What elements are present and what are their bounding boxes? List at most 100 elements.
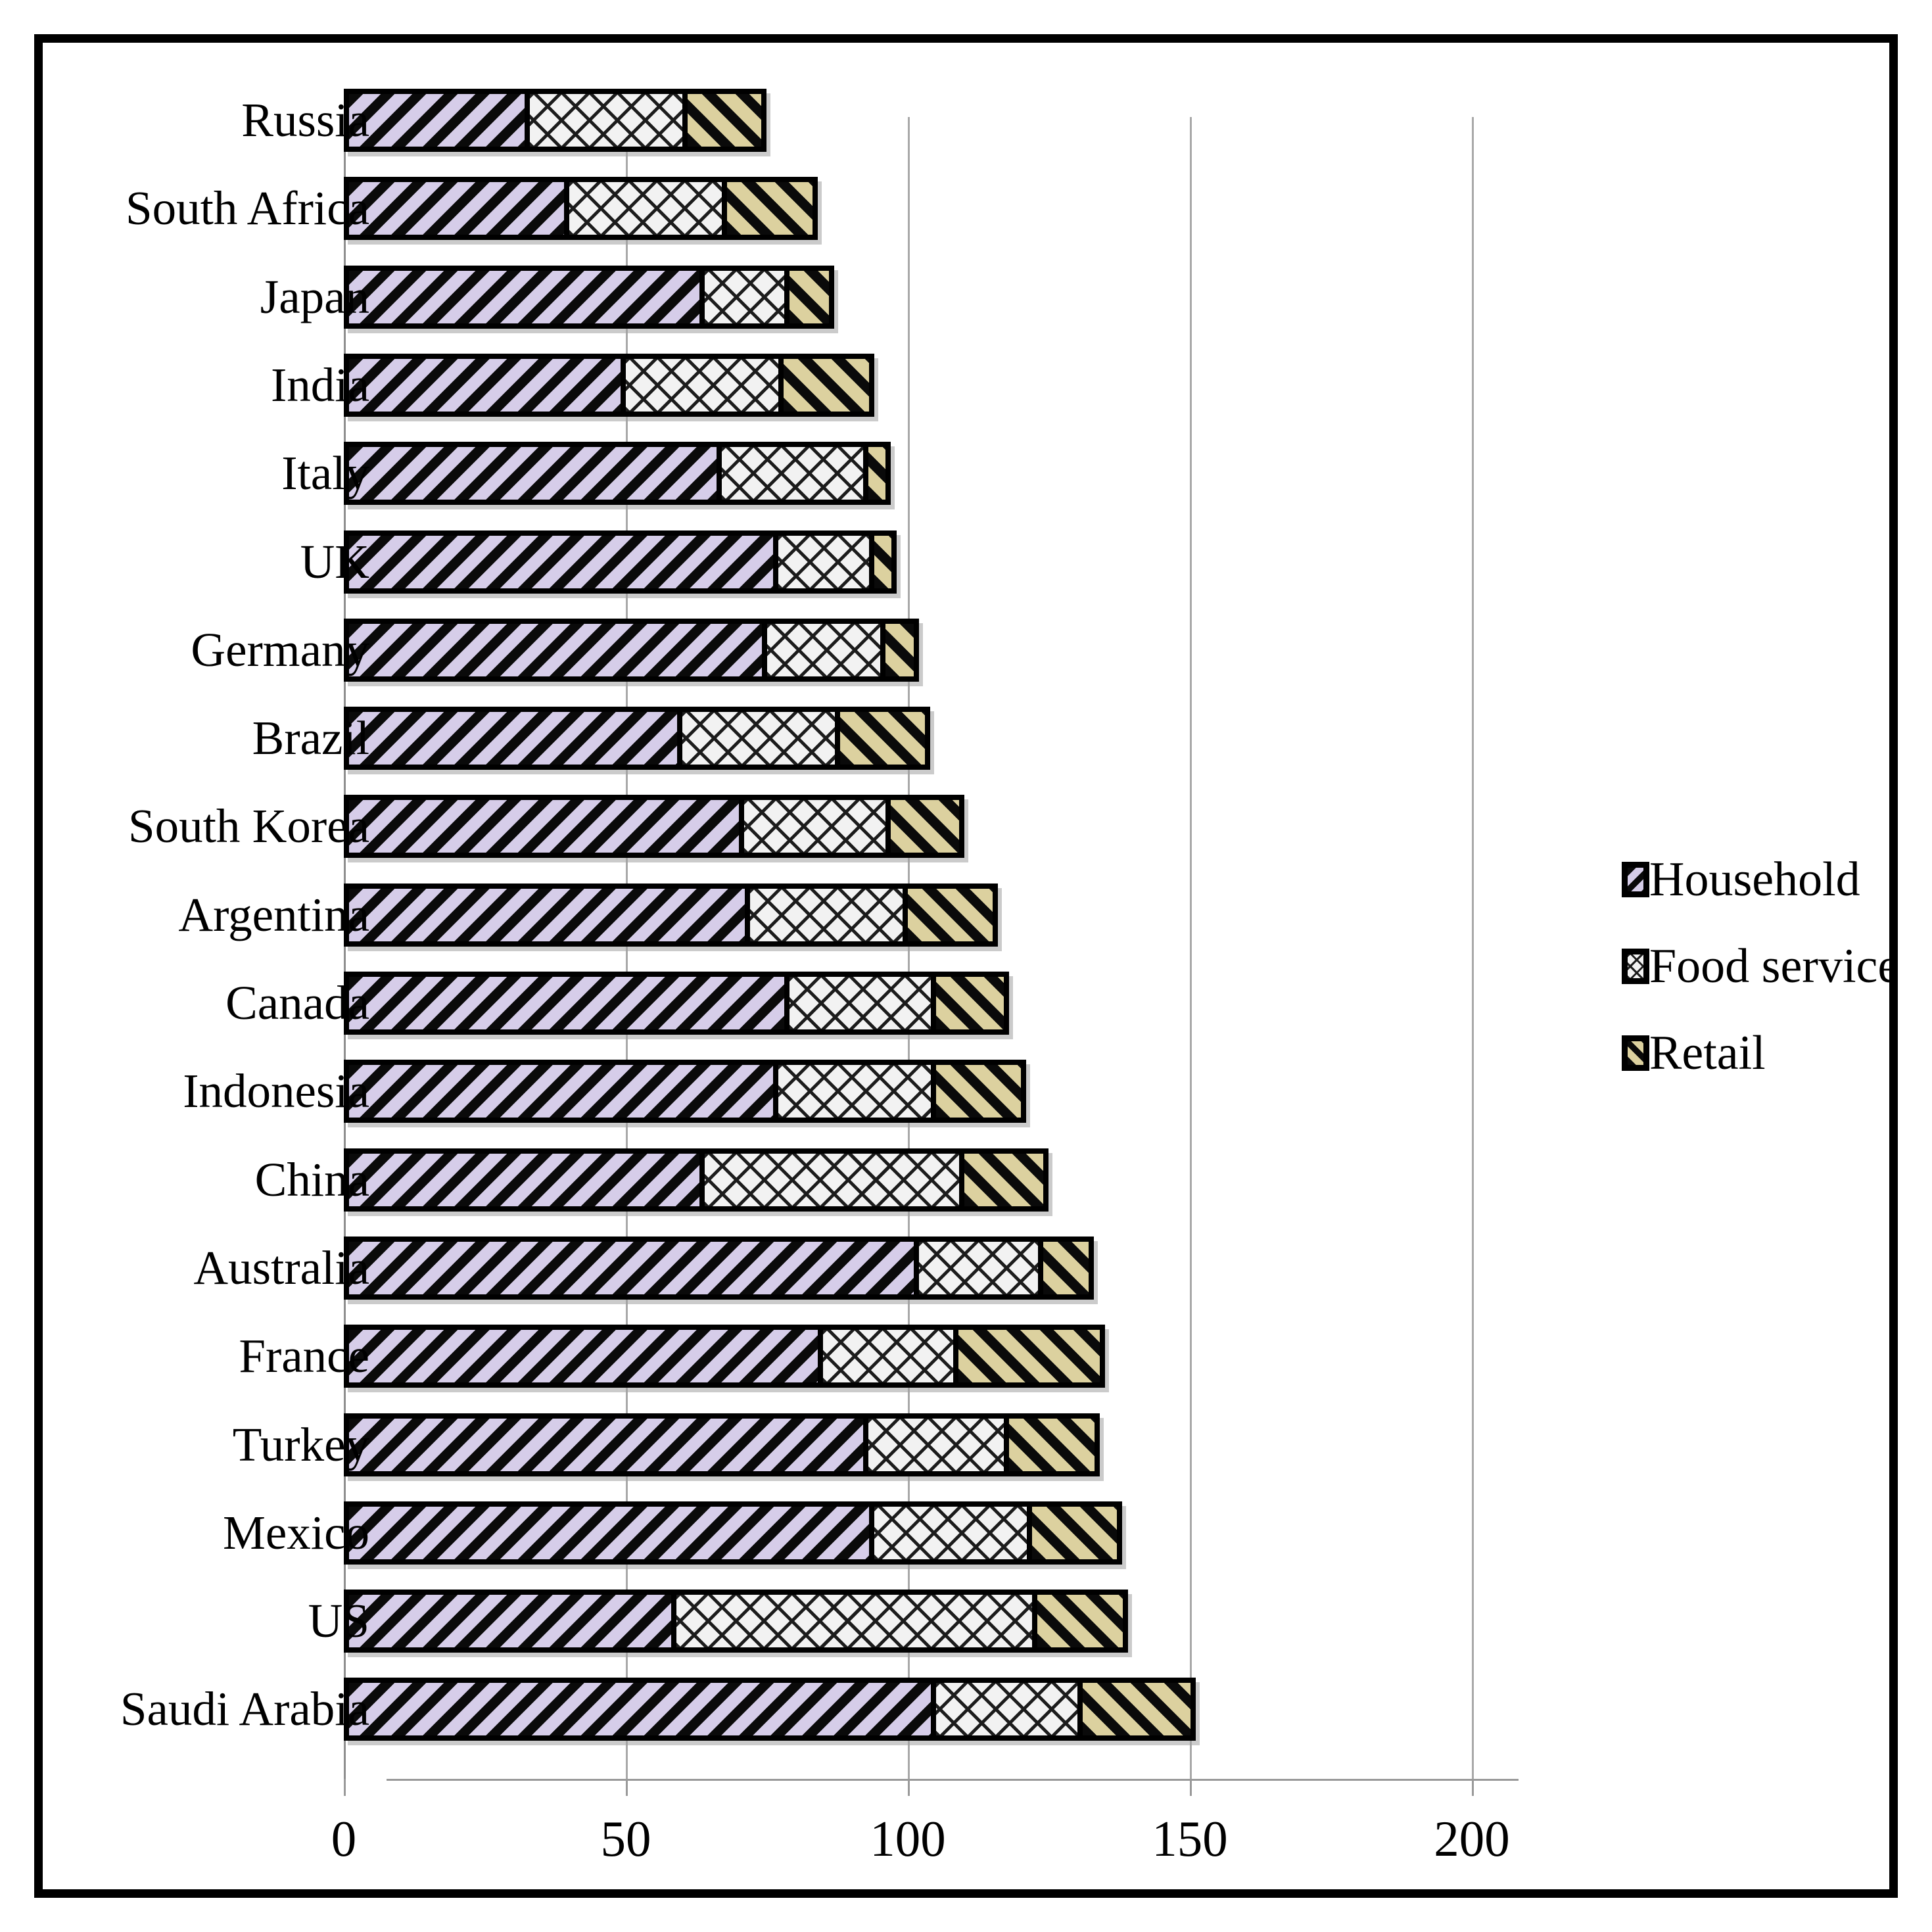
segment-household (344, 177, 570, 241)
segment-household (344, 883, 750, 947)
segment-food-service (525, 89, 688, 152)
legend-label: Food service (1649, 939, 1900, 993)
bar-germany (344, 618, 920, 682)
category-label-germany: Germany (191, 623, 369, 676)
segment-food-service (772, 1060, 936, 1123)
segment-retail (778, 353, 874, 417)
segment-household (344, 1060, 778, 1123)
bar-japan (344, 265, 835, 329)
bar-france (344, 1325, 1106, 1388)
category-label-russia: Russia (241, 93, 369, 147)
category-label-japan: Japan (260, 270, 369, 323)
gridline-150 (1190, 117, 1192, 1779)
segment-retail (784, 265, 835, 329)
category-label-india: India (271, 358, 369, 412)
category-label-south-korea: South Korea (128, 799, 369, 853)
segment-household (344, 1236, 920, 1300)
category-label-argentina: Argentina (178, 887, 369, 941)
x-tick-label-200: 200 (1434, 1810, 1510, 1867)
category-label-us: US (308, 1594, 369, 1648)
segment-retail (880, 618, 920, 682)
segment-retail (835, 707, 931, 770)
gridline-0 (344, 117, 346, 1779)
bar-china (344, 1148, 1049, 1212)
bar-russia (344, 89, 767, 152)
bar-italy (344, 442, 891, 506)
segment-retail (1026, 1501, 1123, 1565)
segment-food-service (699, 265, 789, 329)
category-label-indonesia: Indonesia (183, 1064, 369, 1118)
category-label-canada: Canada (225, 976, 369, 1029)
bar-uk (344, 530, 897, 594)
segment-household (344, 795, 745, 859)
segment-food-service (784, 972, 936, 1035)
segment-food-service (772, 530, 874, 594)
segment-retail (1032, 1590, 1128, 1653)
segment-food-service (914, 1236, 1043, 1300)
segment-food-service (716, 442, 868, 506)
segment-household (344, 1678, 936, 1741)
category-label-brazil: Brazil (252, 711, 369, 765)
segment-food-service (761, 618, 885, 682)
bar-india (344, 353, 874, 417)
segment-food-service (739, 795, 891, 859)
segment-household (344, 707, 682, 770)
gridline-200 (1472, 117, 1474, 1779)
tick-mark-150 (1190, 1779, 1192, 1796)
tick-mark-0 (344, 1779, 346, 1796)
category-label-china: China (254, 1152, 369, 1206)
x-tick-label-50: 50 (600, 1810, 651, 1867)
x-axis-line (387, 1779, 1519, 1781)
legend-item-household: Household (1622, 850, 1860, 909)
category-label-uk: UK (300, 534, 369, 588)
segment-retail (953, 1325, 1106, 1388)
legend-swatch-household-icon (1622, 862, 1649, 897)
tick-mark-100 (908, 1779, 910, 1796)
segment-household (344, 1590, 677, 1653)
category-label-france: France (239, 1329, 369, 1383)
segment-household (344, 353, 626, 417)
category-label-saudi-arabia: Saudi Arabia (120, 1682, 369, 1736)
segment-retail (902, 883, 999, 947)
bar-turkey (344, 1413, 1100, 1476)
category-label-mexico: Mexico (223, 1505, 369, 1559)
segment-household (344, 618, 767, 682)
bar-australia (344, 1236, 1095, 1300)
segment-retail (1004, 1413, 1100, 1476)
segment-retail (1077, 1678, 1196, 1741)
segment-household (344, 1148, 705, 1212)
chart-frame: Russia South Africa Japan India Italy UK Germa… (34, 34, 1899, 1898)
segment-household (344, 265, 705, 329)
segment-food-service (818, 1325, 959, 1388)
category-label-turkey: Turkey (232, 1417, 369, 1471)
category-label-south-africa: South Africa (125, 181, 369, 235)
category-label-australia: Australia (193, 1240, 369, 1294)
segment-household (344, 1413, 868, 1476)
segment-food-service (676, 707, 841, 770)
segment-food-service (744, 883, 908, 947)
x-tick-label-150: 150 (1152, 1810, 1228, 1867)
bar-canada (344, 972, 1010, 1035)
bar-brazil (344, 707, 931, 770)
segment-retail (682, 89, 767, 152)
legend-item-food-service: Food service (1622, 937, 1899, 996)
segment-household (344, 530, 778, 594)
segment-food-service (671, 1590, 1038, 1653)
segment-food-service (621, 353, 784, 417)
segment-retail (722, 177, 818, 241)
legend-swatch-food-service-icon (1622, 949, 1649, 984)
segment-retail (930, 1060, 1027, 1123)
segment-food-service (862, 1413, 1010, 1476)
legend-swatch-retail-icon (1622, 1035, 1649, 1071)
segment-food-service (699, 1148, 964, 1212)
segment-household (344, 89, 530, 152)
legend-label: Retail (1649, 1026, 1766, 1080)
legend-label: Household (1649, 853, 1860, 907)
bar-saudi-arabia (344, 1678, 1196, 1741)
segment-food-service (564, 177, 728, 241)
gridline-50 (626, 117, 628, 1779)
segment-household (344, 972, 789, 1035)
x-tick-label-100: 100 (870, 1810, 946, 1867)
x-tick-label-0: 0 (331, 1810, 357, 1867)
